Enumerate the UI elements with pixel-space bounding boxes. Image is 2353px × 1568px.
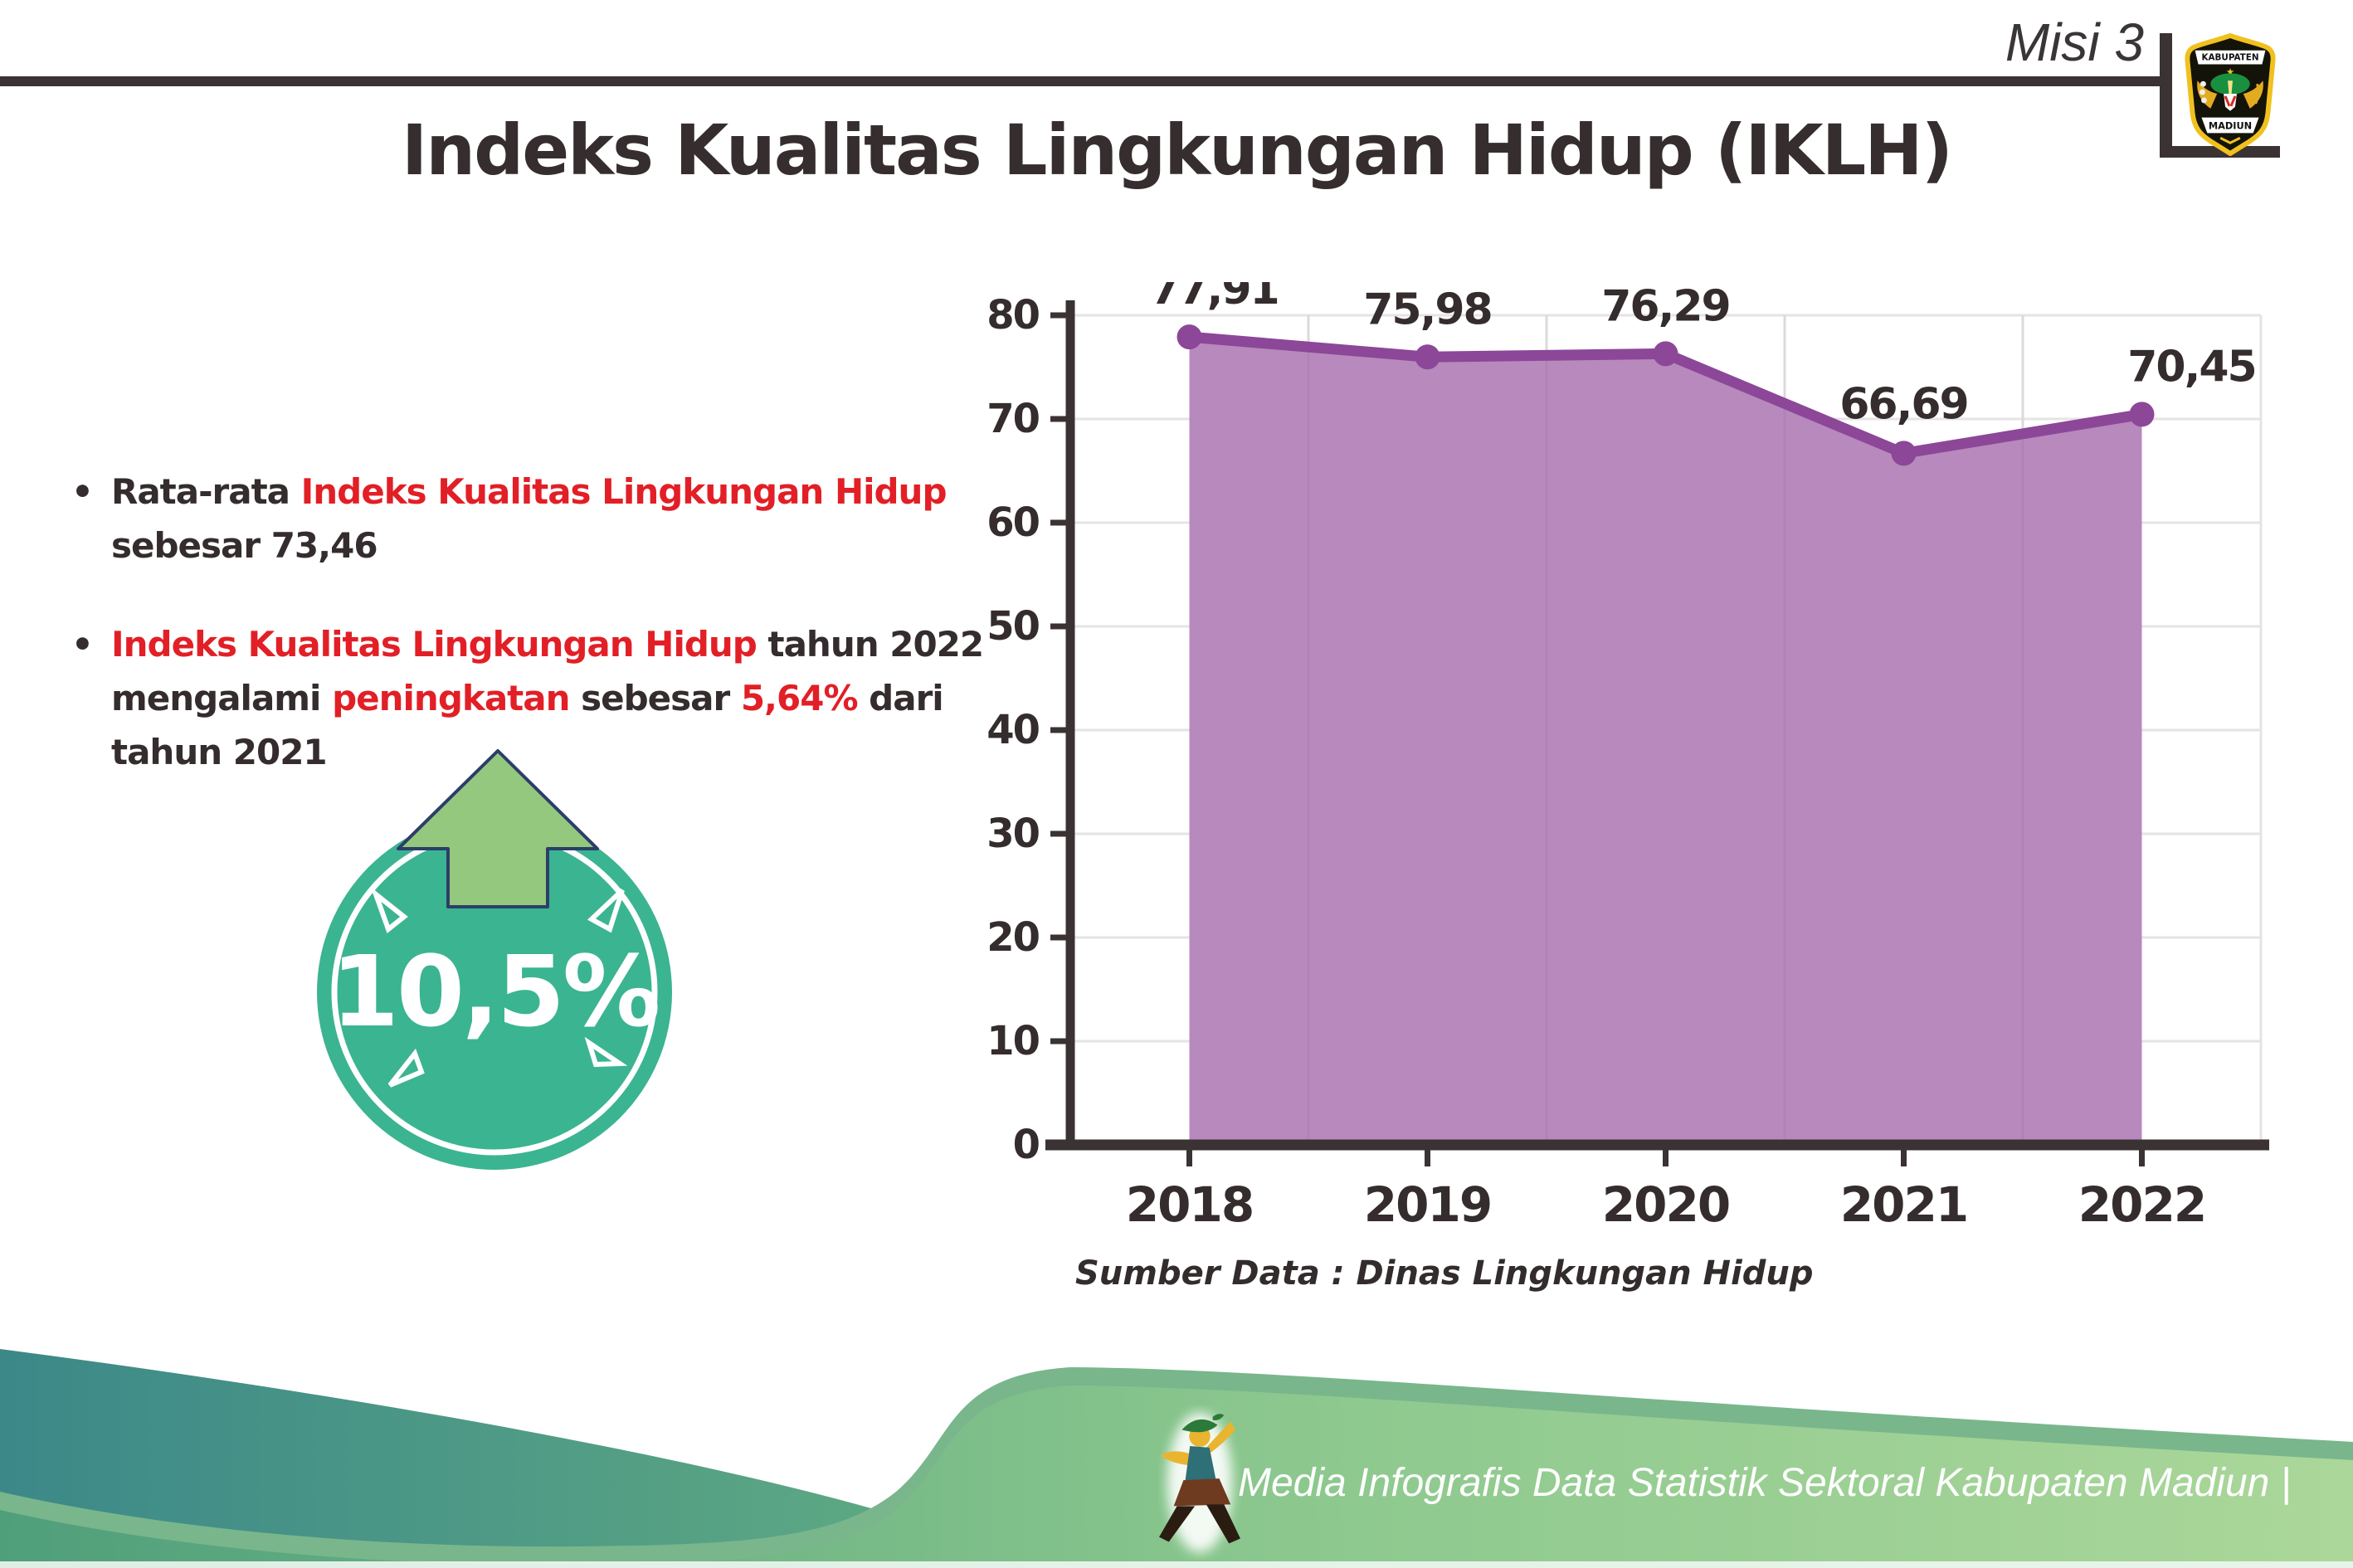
mascot-leg-right <box>1206 1504 1240 1544</box>
bullet-line: tahun 2021 <box>111 725 1067 779</box>
value-label: 75,98 <box>1363 285 1491 334</box>
badge-value: 10,5% <box>331 934 658 1049</box>
x-tick-label: 2021 <box>1840 1176 1967 1233</box>
badge-spark-ne <box>587 888 625 933</box>
x-tick-label: 2018 <box>1126 1176 1253 1233</box>
plain-text: tahun 2021 <box>111 732 328 773</box>
y-tick-label: 0 <box>1013 1122 1040 1168</box>
data-point <box>1415 344 1440 370</box>
bullet-item: • Indeks Kualitas Lingkungan Hidup tahun … <box>71 617 1067 779</box>
mascot-arm-right <box>1206 1421 1236 1453</box>
logo-top-text: KABUPATEN <box>2201 53 2258 63</box>
logo-star-icon: ★ <box>2226 66 2235 77</box>
plain-text: tahun 2022 <box>756 624 984 665</box>
plain-text: Rata-rata <box>111 471 301 512</box>
increase-badge: 10,5% <box>317 749 672 1170</box>
badge-spark-nw <box>370 887 408 933</box>
plain-text: sebesar 73,46 <box>111 525 378 567</box>
data-point <box>1653 341 1678 367</box>
value-label: 77,91 <box>1150 282 1278 314</box>
y-tick-label: 10 <box>987 1018 1039 1064</box>
data-point <box>1891 441 1917 466</box>
data-point <box>2129 402 2155 427</box>
x-tick-label: 2022 <box>2078 1176 2205 1233</box>
dancer-mascot <box>1159 1412 1240 1553</box>
plain-text: mengalami <box>111 678 333 719</box>
footer-bottom-line <box>0 1561 2353 1568</box>
mascot-torso <box>1185 1445 1216 1483</box>
plain-text: dari <box>857 678 944 719</box>
logo-chevron <box>2219 136 2241 144</box>
bullet-line: sebesar 73,46 <box>111 519 1067 572</box>
highlight-text: Indeks Kualitas Lingkungan Hidup <box>111 624 758 665</box>
header-rule <box>0 76 2163 86</box>
bullet-line: Indeks Kualitas Lingkungan Hidup tahun 2… <box>111 617 1067 671</box>
bullet-glyph: • <box>71 471 94 512</box>
value-label: 66,69 <box>1839 379 1967 429</box>
misi-label: Misi 3 <box>2005 12 2144 72</box>
badge-spark-sw <box>387 1048 425 1088</box>
up-arrow-icon <box>397 749 599 908</box>
mascot-cap-leaf <box>1212 1414 1225 1421</box>
logo-bottom-text: MADIUN <box>2209 119 2252 131</box>
logo-keris-right <box>2229 95 2237 107</box>
y-tick-label: 40 <box>987 707 1039 753</box>
data-point <box>1176 324 1202 350</box>
mascot-skirt <box>1173 1478 1231 1507</box>
highlight-text: 5,64% <box>740 678 859 719</box>
area-fill <box>1189 337 2142 1145</box>
logo-bracket-horizontal <box>2160 146 2280 158</box>
iklh-chart-svg: 77,91 75,98 76,29 66,69 70,45 0 10 20 30 40 50 60 70… <box>987 282 2269 1233</box>
x-tick-label: 2020 <box>1602 1176 1729 1233</box>
kabupaten-madiun-logo: KABUPATEN ★ MADIUN <box>2185 33 2276 156</box>
logo-keris-left <box>2224 95 2231 107</box>
footer-caption: Media Infografis Data Statistik Sektoral… <box>1238 1461 2292 1505</box>
highlight-text: peningkatan <box>332 678 570 719</box>
bullet-glyph: • <box>71 624 94 665</box>
bullet-item: • Rata-rata Indeks Kualitas Lingkungan Hi… <box>71 465 1067 572</box>
y-tick-label: 80 <box>987 292 1039 338</box>
footer-teal-wave <box>0 1349 1079 1568</box>
mascot-arm-left <box>1161 1451 1192 1466</box>
logo-bracket-vertical <box>2160 33 2172 158</box>
logo-wing-left <box>2197 80 2218 109</box>
y-tick-label: 60 <box>987 499 1039 546</box>
value-label: 70,45 <box>2127 342 2255 392</box>
logo-top-banner <box>2195 50 2266 65</box>
y-tick-label: 70 <box>987 396 1039 442</box>
page-title: Indeks Kualitas Lingkungan Hidup (IKLH) <box>402 110 1953 191</box>
x-tick-label: 2019 <box>1364 1176 1491 1233</box>
y-tick-label: 50 <box>987 603 1039 650</box>
chart-source-note: Sumber Data : Dinas Lingkungan Hidup <box>1075 1254 1814 1293</box>
y-tick-label: 30 <box>987 811 1039 857</box>
highlight-text: Indeks Kualitas Lingkungan Hidup <box>300 471 948 512</box>
bullet-list: • Rata-rata Indeks Kualitas Lingkungan Hi… <box>71 465 1067 824</box>
logo-cotton-2 <box>2200 89 2205 95</box>
bullet-line: Rata-rata Indeks Kualitas Lingkungan Hid… <box>111 465 1067 519</box>
logo-cotton-3 <box>2200 97 2207 104</box>
bullet-line: mengalami peningkatan sebesar 5,64% dari <box>111 671 1067 725</box>
logo-rice <box>2254 83 2260 105</box>
badge-spark-se <box>584 1036 628 1068</box>
mascot-cap <box>1181 1419 1218 1433</box>
logo-bottom-banner <box>2201 117 2259 134</box>
logo-cotton-1 <box>2200 80 2206 87</box>
value-label: 76,29 <box>1601 282 1729 331</box>
y-tick-label: 20 <box>987 914 1039 961</box>
plain-text: sebesar <box>569 678 741 719</box>
mascot-leg-left <box>1159 1506 1196 1542</box>
